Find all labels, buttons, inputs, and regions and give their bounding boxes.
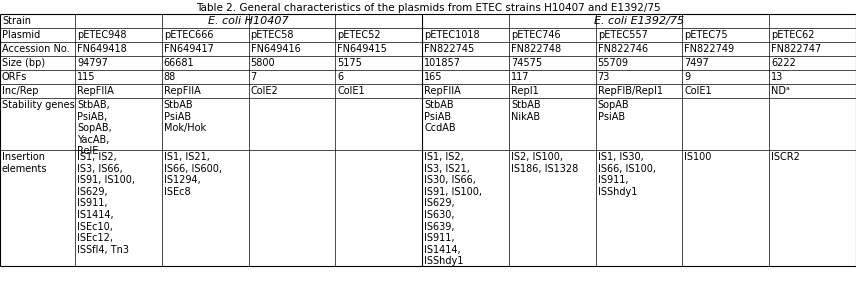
Text: pETEC52: pETEC52 — [337, 30, 381, 40]
Text: E. coli H10407: E. coli H10407 — [208, 16, 288, 26]
Text: pETEC62: pETEC62 — [771, 30, 815, 40]
Text: pETEC666: pETEC666 — [163, 30, 213, 40]
Text: IS1, IS30,
IS66, IS100,
IS911,
ISShdy1: IS1, IS30, IS66, IS100, IS911, ISShdy1 — [597, 152, 656, 197]
Text: IS1, IS21,
IS66, IS600,
IS1294,
ISEc8: IS1, IS21, IS66, IS600, IS1294, ISEc8 — [163, 152, 222, 197]
Text: RepFIIA: RepFIIA — [424, 86, 461, 96]
Text: 6222: 6222 — [771, 58, 796, 68]
Text: FN822749: FN822749 — [685, 44, 734, 54]
Text: 6: 6 — [337, 72, 343, 82]
Text: StbAB,
PsiAB,
SopAB,
YacAB,
RelE: StbAB, PsiAB, SopAB, YacAB, RelE — [77, 100, 112, 156]
Text: 66681: 66681 — [163, 58, 194, 68]
Text: ColE1: ColE1 — [685, 86, 712, 96]
Text: StbAB
PsiAB
CcdAB: StbAB PsiAB CcdAB — [424, 100, 455, 133]
Text: pETEC58: pETEC58 — [251, 30, 294, 40]
Text: Accession No.: Accession No. — [2, 44, 69, 54]
Text: IS100: IS100 — [685, 152, 712, 162]
Text: FN649416: FN649416 — [251, 44, 300, 54]
Text: 55709: 55709 — [597, 58, 628, 68]
Text: IS2, IS100,
IS186, IS1328: IS2, IS100, IS186, IS1328 — [511, 152, 578, 174]
Text: pETEC557: pETEC557 — [597, 30, 647, 40]
Text: FN822747: FN822747 — [771, 44, 822, 54]
Text: E. coli E1392/75: E. coli E1392/75 — [594, 16, 684, 26]
Text: 101857: 101857 — [424, 58, 461, 68]
Text: NDᵃ: NDᵃ — [771, 86, 790, 96]
Text: FN649417: FN649417 — [163, 44, 214, 54]
Text: FN822745: FN822745 — [424, 44, 474, 54]
Text: FN822748: FN822748 — [511, 44, 561, 54]
Text: 74575: 74575 — [511, 58, 542, 68]
Text: 73: 73 — [597, 72, 610, 82]
Text: FN649418: FN649418 — [77, 44, 127, 54]
Text: RepFIIA: RepFIIA — [163, 86, 200, 96]
Text: IS1, IS2,
IS3, IS21,
IS30, IS66,
IS91, IS100,
IS629,
IS630,
IS639,
IS911,
IS1414: IS1, IS2, IS3, IS21, IS30, IS66, IS91, I… — [424, 152, 482, 267]
Text: pETEC746: pETEC746 — [511, 30, 561, 40]
Text: ISCR2: ISCR2 — [771, 152, 800, 162]
Text: 117: 117 — [511, 72, 529, 82]
Text: FN822746: FN822746 — [597, 44, 648, 54]
Text: RepFIB/RepI1: RepFIB/RepI1 — [597, 86, 663, 96]
Text: Plasmid: Plasmid — [2, 30, 40, 40]
Text: StbAB
NikAB: StbAB NikAB — [511, 100, 540, 121]
Text: 115: 115 — [77, 72, 96, 82]
Text: SopAB
PsiAB: SopAB PsiAB — [597, 100, 629, 121]
Text: RepFIIA: RepFIIA — [77, 86, 114, 96]
Text: ColE2: ColE2 — [251, 86, 278, 96]
Text: 7497: 7497 — [685, 58, 709, 68]
Text: ORFs: ORFs — [2, 72, 27, 82]
Text: 5175: 5175 — [337, 58, 362, 68]
Text: Table 2. General characteristics of the plasmids from ETEC strains H10407 and E1: Table 2. General characteristics of the … — [196, 3, 660, 13]
Text: ColE1: ColE1 — [337, 86, 365, 96]
Text: pETEC1018: pETEC1018 — [424, 30, 479, 40]
Text: FN649415: FN649415 — [337, 44, 387, 54]
Text: pETEC948: pETEC948 — [77, 30, 127, 40]
Text: Inc/Rep: Inc/Rep — [2, 86, 39, 96]
Text: 165: 165 — [424, 72, 443, 82]
Text: 9: 9 — [685, 72, 691, 82]
Text: StbAB
PsiAB
Mok/Hok: StbAB PsiAB Mok/Hok — [163, 100, 206, 133]
Text: RepI1: RepI1 — [511, 86, 538, 96]
Text: 5800: 5800 — [251, 58, 275, 68]
Text: Strain: Strain — [2, 16, 31, 26]
Text: Size (bp): Size (bp) — [2, 58, 45, 68]
Text: 94797: 94797 — [77, 58, 108, 68]
Text: 88: 88 — [163, 72, 176, 82]
Text: Insertion
elements: Insertion elements — [2, 152, 47, 174]
Text: Stability genes: Stability genes — [2, 100, 74, 110]
Text: 7: 7 — [251, 72, 257, 82]
Text: 13: 13 — [771, 72, 783, 82]
Text: IS1, IS2,
IS3, IS66,
IS91, IS100,
IS629,
IS911,
IS1414,
ISEc10,
ISEc12,
ISSfI4, : IS1, IS2, IS3, IS66, IS91, IS100, IS629,… — [77, 152, 135, 255]
Text: pETEC75: pETEC75 — [685, 30, 728, 40]
